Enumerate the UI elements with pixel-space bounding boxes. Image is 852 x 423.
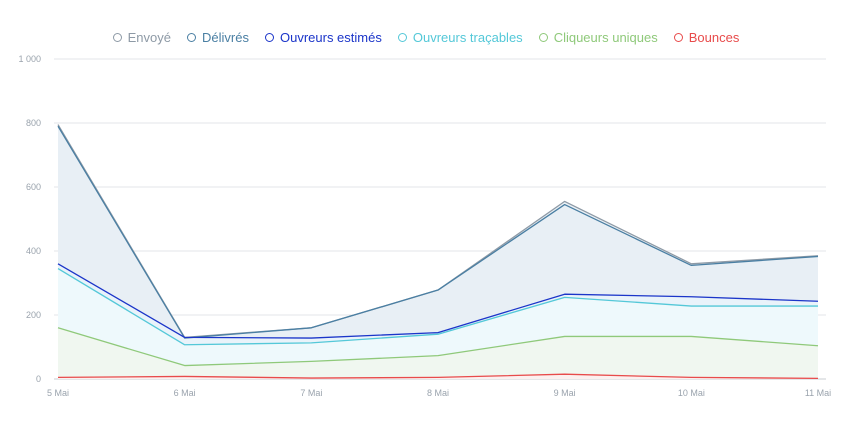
legend-label: Cliqueurs uniques [553, 30, 658, 45]
x-tick-label: 8 Mai [427, 388, 449, 398]
y-tick-label: 0 [36, 374, 41, 384]
x-tick-label: 5 Mai [47, 388, 69, 398]
y-tick-label: 800 [26, 118, 41, 128]
x-tick-label: 10 Mai [678, 388, 705, 398]
legend-marker-icon [397, 33, 407, 42]
legend-label: Délivrés [202, 30, 249, 45]
legend-label: Ouvreurs estimés [279, 30, 382, 45]
legend-marker-icon [112, 33, 122, 42]
legend-marker-icon [187, 33, 197, 42]
legend-label: Bounces [688, 30, 740, 45]
y-tick-label: 600 [26, 182, 41, 192]
x-tick-label: 9 Mai [554, 388, 576, 398]
chart-legend: Envoyé Délivrés Ouvreurs estimés Ouvreurs t… [0, 30, 852, 45]
legend-item-bounces[interactable]: Bounces [673, 30, 740, 45]
y-tick-label: 1 000 [18, 54, 41, 64]
y-tick-label: 400 [26, 246, 41, 256]
y-tick-label: 200 [26, 310, 41, 320]
x-tick-label: 7 Mai [300, 388, 322, 398]
x-tick-label: 11 Mai [805, 388, 831, 398]
area-layer [58, 124, 818, 379]
line-ouvreurs-estimes[interactable] [57, 263, 819, 339]
legend-item-envoye[interactable]: Envoyé [112, 30, 172, 45]
line-bounces[interactable] [57, 373, 819, 380]
area-cliqueurs-uniques [58, 327, 818, 379]
axis-layer: 0 200 400 600 800 1 000 5 Mai 6 Mai 7 Mai 8 Mai 9 … [18, 54, 831, 398]
x-tick-label: 6 Mai [174, 388, 196, 398]
legend-label: Ouvreurs traçables [412, 30, 523, 45]
legend-item-delivres[interactable]: Délivrés [187, 30, 249, 45]
legend-label: Envoyé [127, 30, 172, 45]
legend-marker-icon [673, 33, 683, 42]
legend-item-ouvreurs-estimes[interactable]: Ouvreurs estimés [264, 30, 382, 45]
legend-item-cliqueurs-uniques[interactable]: Cliqueurs uniques [538, 30, 658, 45]
line-cliqueurs-uniques[interactable] [57, 327, 819, 367]
line-layer [57, 124, 819, 380]
legend-item-ouvreurs-tracables[interactable]: Ouvreurs traçables [397, 30, 523, 45]
legend-marker-icon [264, 33, 274, 42]
legend-marker-icon [538, 33, 548, 42]
line-ouvreurs-tracables[interactable] [57, 268, 818, 346]
